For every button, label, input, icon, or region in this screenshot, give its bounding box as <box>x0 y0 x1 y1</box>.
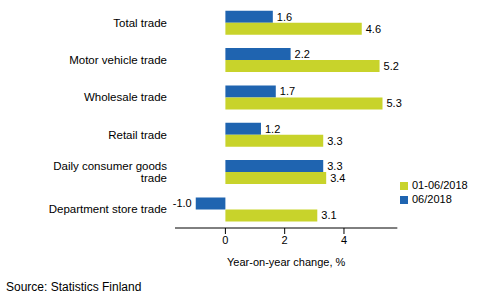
svg-text:Daily consumer goodstrade: Daily consumer goodstrade <box>53 160 167 184</box>
svg-text:4: 4 <box>341 234 347 246</box>
html-text:01-06/2018: 01-06/2018 <box>412 179 468 191</box>
svg-text:Total trade: Total trade <box>113 17 167 29</box>
html-text:Source: Statistics Finland: Source: Statistics Finland <box>6 280 142 294</box>
svg-text:1.2: 1.2 <box>265 123 280 135</box>
svg-text:3.4: 3.4 <box>330 172 345 184</box>
svg-text:2: 2 <box>282 234 288 246</box>
svg-text:4.6: 4.6 <box>366 23 381 35</box>
svg-text:1.6: 1.6 <box>277 11 292 23</box>
svg-text:3.1: 3.1 <box>321 209 336 221</box>
html-text:06/2018: 06/2018 <box>412 193 452 205</box>
svg-text:Retail trade: Retail trade <box>108 129 167 141</box>
svg-text:5.3: 5.3 <box>387 97 402 109</box>
svg-text:Wholesale trade: Wholesale trade <box>84 91 167 103</box>
svg-text:3.3: 3.3 <box>327 135 342 147</box>
svg-text:Department store trade: Department store trade <box>49 203 167 215</box>
svg-text:2.2: 2.2 <box>295 48 310 60</box>
svg-text:Year-on-year change, %: Year-on-year change, % <box>227 256 345 268</box>
svg-text:3.3: 3.3 <box>327 160 342 172</box>
svg-text:-1.0: -1.0 <box>173 197 192 209</box>
svg-text:5.2: 5.2 <box>384 60 399 72</box>
svg-text:1.7: 1.7 <box>280 85 295 97</box>
svg-text:0: 0 <box>222 234 228 246</box>
svg-text:Motor vehicle trade: Motor vehicle trade <box>69 54 167 66</box>
